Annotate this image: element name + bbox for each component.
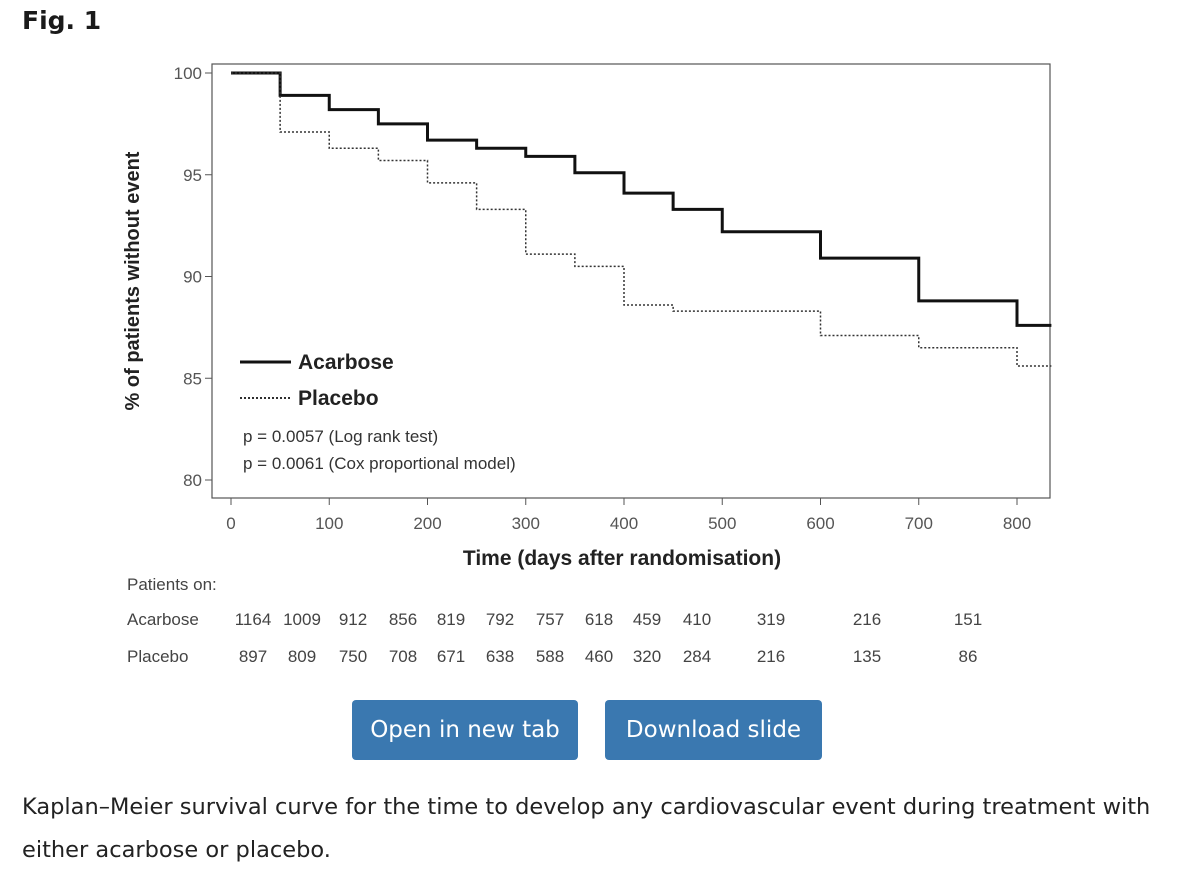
open-in-new-tab-button[interactable]: Open in new tab	[352, 700, 578, 760]
risk-table-cell: 1164	[235, 610, 272, 629]
risk-table-cell: 216	[853, 610, 881, 629]
risk-table-cell: 588	[536, 647, 564, 666]
x-tick-label: 400	[610, 514, 638, 533]
risk-table-row-label: Acarbose	[127, 610, 199, 629]
x-tick-label: 200	[413, 514, 441, 533]
risk-table-cell: 819	[437, 610, 465, 629]
risk-table-cell: 320	[633, 647, 661, 666]
risk-table-cell: 708	[389, 647, 417, 666]
risk-table-title: Patients on:	[127, 575, 217, 594]
y-tick-label: 95	[183, 166, 202, 185]
download-slide-button[interactable]: Download slide	[605, 700, 822, 760]
series-line-placebo	[231, 72, 1052, 367]
figure-label: Fig. 1	[22, 6, 102, 35]
risk-table-cell: 638	[486, 647, 514, 666]
risk-table-cell: 410	[683, 610, 711, 629]
x-tick-label: 800	[1003, 514, 1031, 533]
risk-table-cell: 897	[239, 647, 267, 666]
legend-label-placebo: Placebo	[298, 387, 379, 410]
x-axis-label: Time (days after randomisation)	[463, 547, 781, 570]
p-value-annotation: p = 0.0057 (Log rank test)	[243, 427, 438, 446]
risk-table-cell: 671	[437, 647, 465, 666]
risk-table-cell: 856	[389, 610, 417, 629]
risk-table-cell: 216	[757, 647, 785, 666]
risk-table-cell: 135	[853, 647, 881, 666]
risk-table-cell: 792	[486, 610, 514, 629]
x-tick-label: 500	[708, 514, 736, 533]
risk-table-cell: 618	[585, 610, 613, 629]
p-value-annotation: p = 0.0061 (Cox proportional model)	[243, 454, 516, 473]
risk-table-cell: 86	[959, 647, 978, 666]
risk-table-cell: 750	[339, 647, 367, 666]
y-tick-label: 90	[183, 268, 202, 287]
risk-table-cell: 757	[536, 610, 564, 629]
plot-frame	[211, 63, 1051, 499]
x-tick-label: 100	[315, 514, 343, 533]
legend-label-acarbose: Acarbose	[298, 351, 394, 374]
risk-table-cell: 319	[757, 610, 785, 629]
risk-table-cell: 459	[633, 610, 661, 629]
series-line-acarbose	[231, 71, 1052, 327]
figure-caption: Kaplan–Meier survival curve for the time…	[22, 794, 1151, 863]
risk-table-cell: 284	[683, 647, 711, 666]
y-tick-label: 100	[174, 64, 202, 83]
y-tick-label: 80	[183, 471, 202, 490]
survival-chart: 80 85 90 95 100 0 100 200 300 400 500 600 700 800 Time…	[122, 63, 1052, 666]
x-tick-label: 300	[512, 514, 540, 533]
risk-table-cell: 151	[954, 610, 982, 629]
risk-table-cell: 1009	[283, 610, 321, 629]
risk-table-row-label: Placebo	[127, 647, 188, 666]
x-tick-label: 0	[226, 514, 235, 533]
x-tick-label: 600	[806, 514, 834, 533]
risk-table-cell: 460	[585, 647, 613, 666]
x-tick-label: 700	[905, 514, 933, 533]
risk-table-cell: 809	[288, 647, 316, 666]
y-axis-label: % of patients without event	[122, 151, 144, 410]
risk-table-cell: 912	[339, 610, 367, 629]
y-tick-label: 85	[183, 369, 202, 388]
